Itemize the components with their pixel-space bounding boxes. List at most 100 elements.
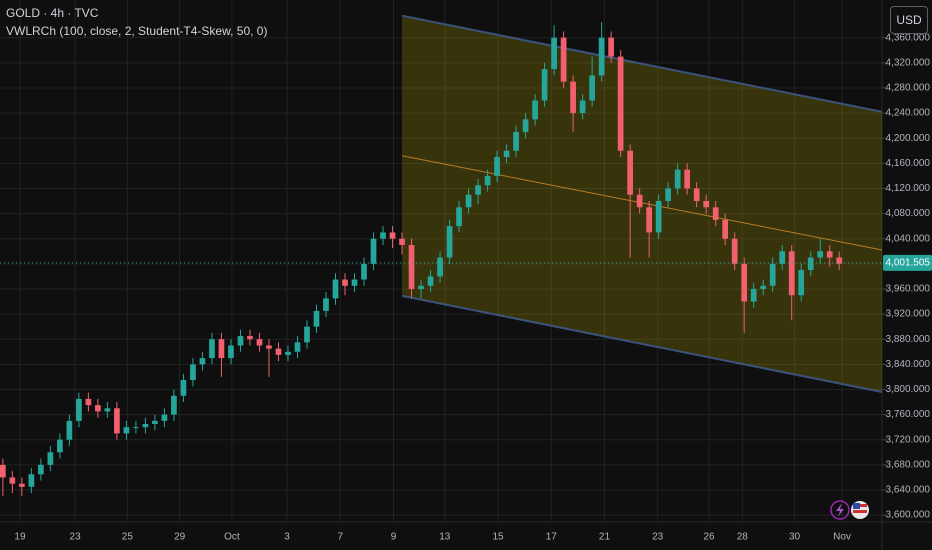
x-tick-label: 13 [439,532,451,543]
candle-body [418,285,424,289]
candle-body [76,398,82,421]
candle-body [560,37,567,82]
candle-body [294,342,301,352]
x-tick-label: 17 [546,532,558,543]
candle-body [722,219,729,239]
y-tick-label: 4,280.000 [886,83,931,94]
candle-body [693,188,700,202]
candle-body [171,395,177,415]
candle-body [427,276,434,286]
x-tick-label: 26 [703,532,715,543]
candle-body [741,263,748,302]
candle-body [465,194,472,208]
candle-body [304,326,310,343]
y-tick-label: 4,200.000 [886,133,931,144]
y-tick-label: 3,840.000 [886,359,931,370]
candle-body [256,339,263,346]
candle-body [503,150,510,158]
candle-body [570,81,576,114]
candle-body [351,279,358,286]
candle-body [57,439,63,453]
x-tick-label: 21 [599,532,611,543]
x-tick-label: 30 [789,532,801,543]
candle-body [323,298,329,311]
channel-upper [401,14,883,113]
candle-body [798,270,805,296]
candle-body [456,207,462,227]
candle-body [38,464,44,475]
x-tick-label: 7 [337,532,343,543]
candle-body [361,263,367,280]
candle-body [750,288,757,302]
candle-body [541,69,548,101]
y-tick-label: 4,120.000 [886,183,931,194]
y-tick-label: 4,080.000 [886,208,931,219]
candle-body [142,424,149,428]
x-tick-label: 19 [14,532,26,543]
candle-body [133,427,139,429]
candle-body [684,169,691,189]
candle-body [817,251,824,258]
y-tick-label: 4,360.000 [886,32,931,43]
candle-body [807,257,814,271]
candle-body [180,380,187,396]
y-tick-label: 4,040.000 [886,233,931,244]
candle-body [826,251,833,258]
candle-body [104,408,111,412]
candle-body [190,364,196,381]
candle-body [66,420,73,440]
candle-body [408,244,415,289]
x-tick-label: 23 [652,532,664,543]
candle-body [266,345,272,349]
y-tick-label: 3,680.000 [886,459,931,470]
candle-body [446,226,453,258]
x-tick-label: Oct [224,532,240,543]
candle-body [370,238,377,264]
candle-body [522,119,529,132]
candle-body [598,37,605,76]
candle-body [636,194,643,208]
y-tick-label: 3,800.000 [886,384,931,395]
candle-body [484,175,491,186]
candle-body [342,279,348,286]
candle-body [123,427,130,434]
candle-body [608,37,614,57]
candle-body [437,257,443,277]
candle-body [627,150,633,195]
x-tick-label: 23 [70,532,82,543]
candle-body [313,310,320,327]
candle-body [209,339,215,359]
candle-body [332,279,339,299]
candle-body [788,251,795,296]
x-tick-label: 28 [737,532,749,543]
x-tick-label: Nov [833,532,851,543]
candle-body [589,75,595,101]
candle-body [655,201,662,233]
candle-body [0,464,6,478]
candle-body [760,285,767,289]
candle-body [475,185,481,195]
candle-body [9,477,16,484]
candle-body [237,336,244,346]
currency-button[interactable]: USD [890,6,928,34]
candle-body [152,420,158,425]
y-tick-label: 4,240.000 [886,108,931,119]
candle-body [114,408,120,434]
y-tick-label: 4,320.000 [886,57,931,68]
candle-body [769,263,776,286]
candle-body [389,232,396,239]
candle-body [199,358,206,365]
y-tick-label: 3,600.000 [886,510,931,521]
candle-body [646,207,652,233]
candle-body [532,100,538,120]
last-price-label: 4,001.505 [886,258,931,269]
candle-body [47,452,54,465]
candle-body [617,56,624,151]
x-tick-label: 15 [492,532,504,543]
x-tick-label: 25 [122,532,134,543]
y-tick-label: 3,880.000 [886,334,931,345]
candle-body [551,37,557,70]
last-price-tag [883,254,932,271]
